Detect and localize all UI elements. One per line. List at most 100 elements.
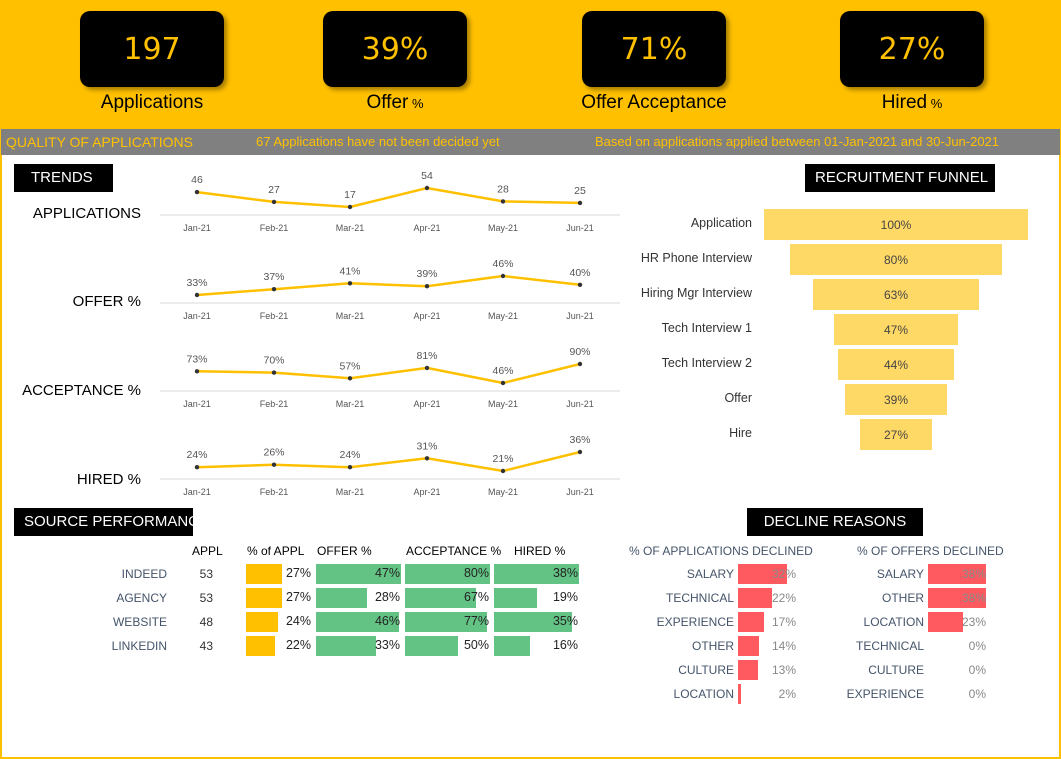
source-cell-value: 35% (552, 614, 578, 628)
trend-tick-label: Apr-21 (413, 399, 440, 409)
funnel-bar: 47% (833, 314, 959, 345)
source-data-bar (494, 612, 573, 632)
trend-point (271, 199, 277, 205)
trend-point (577, 282, 583, 287)
decline-reason-label: SALARY (876, 567, 924, 581)
col-acceptance: ACCEPTANCE % (406, 544, 502, 558)
trend-point (347, 281, 353, 286)
trend-point (347, 465, 353, 470)
funnel-bar: 44% (837, 349, 955, 380)
funnel-bar-value: 63% (883, 287, 908, 302)
source-cell-hired: 19% (494, 588, 579, 608)
trend-point (194, 465, 200, 470)
trend-line (196, 362, 581, 385)
trend-charts: 46 Jan-21 27 Feb-21 17 Mar-21 54 Apr-21 28 May-21… (160, 170, 620, 497)
funnel-stage-label: HR Phone Interview (640, 251, 752, 265)
trend-point (347, 204, 353, 210)
source-cell-pct_appl: 22% (246, 636, 312, 656)
decline-data-bar (738, 684, 742, 704)
source-cell-offer: 46% (316, 612, 401, 632)
trend-point (424, 185, 430, 191)
col-pct-appl: % of APPL (247, 544, 305, 558)
frame-bottom (0, 757, 1061, 759)
source-cell-hired: 35% (494, 612, 579, 632)
source-data-bar (316, 564, 401, 584)
funnel-bar: 39% (844, 384, 948, 415)
decline-reason-label: LOCATION (673, 687, 734, 701)
source-cell-value: 46% (374, 614, 400, 628)
decline-value: 14% (771, 639, 796, 653)
source-cell-accept: 80% (405, 564, 490, 584)
trend-point (194, 369, 200, 374)
trend-tick-label: Jun-21 (566, 487, 594, 497)
decline-value: 22% (771, 591, 796, 605)
funnel-bar-value: 39% (883, 392, 908, 407)
decline-value: 0% (968, 687, 986, 701)
decline-value: 38% (961, 591, 986, 605)
decline-cell: 14% (738, 636, 796, 656)
decline-value: 13% (771, 663, 796, 677)
kpi-offer-value: 39% (323, 11, 467, 87)
trend-data-label: 25 (574, 185, 586, 197)
funnel-stage-label: Hire (729, 426, 752, 440)
decline-reason-label: CULTURE (868, 663, 924, 677)
kpi-acceptance-value: 71% (582, 11, 726, 87)
kpi-applications-value: 197 (80, 11, 224, 87)
trend-data-label: 81% (416, 350, 437, 362)
source-cell-value: 50% (463, 638, 489, 652)
trend-tick-label: Mar-21 (336, 223, 365, 233)
source-name: LINKEDIN (111, 639, 167, 653)
source-cell-value: 19% (552, 590, 578, 604)
source-cell-pct_appl: 27% (246, 564, 312, 584)
trend-data-label: 17 (344, 189, 356, 201)
decline-value: 38% (961, 567, 986, 581)
decline-cell: 22% (738, 588, 796, 608)
decline-reason-label: EXPERIENCE (846, 687, 924, 701)
trends-title: TRENDS (14, 164, 113, 192)
decline-data-bar (738, 588, 772, 608)
source-cell-value: 27% (285, 566, 311, 580)
source-cell-value: 38% (552, 566, 578, 580)
trend-tick-label: Mar-21 (336, 487, 365, 497)
trend-data-label: 46% (492, 258, 513, 270)
col-hired: HIRED % (514, 544, 566, 558)
source-data-bar (405, 612, 487, 632)
trend-point (271, 287, 277, 292)
decline-value: 17% (771, 615, 796, 629)
source-cell-value: 77% (463, 614, 489, 628)
trend-tick-label: Apr-21 (413, 311, 440, 321)
trend-tick-label: Feb-21 (260, 311, 289, 321)
trend-data-label: 73% (186, 353, 207, 365)
source-data-bar (494, 636, 530, 656)
source-data-bar (246, 564, 282, 584)
decline-data-bar (928, 564, 986, 584)
kpi-offer-label: Offer % (366, 92, 424, 113)
source-cell-accept: 77% (405, 612, 490, 632)
source-data-bar (246, 612, 278, 632)
source-data-bar (316, 588, 367, 608)
funnel-bar: 80% (790, 244, 1002, 275)
source-cell-value: 33% (374, 638, 400, 652)
source-cell-value: 22% (285, 638, 311, 652)
decline-cell: 38% (928, 588, 986, 608)
source-appl-count: 48 (199, 615, 213, 629)
trend-point (271, 462, 277, 467)
trend-data-label: 37% (263, 271, 284, 283)
frame-right (1059, 155, 1061, 759)
trend-data-label: 21% (492, 453, 513, 465)
trend-line (196, 274, 581, 297)
decline-cell: 0% (928, 660, 986, 680)
source-data-bar (316, 612, 400, 632)
decline-reason-label: OTHER (692, 639, 734, 653)
source-cell-offer: 28% (316, 588, 401, 608)
trend-data-label: 27 (268, 184, 280, 196)
source-cell-offer: 33% (316, 636, 401, 656)
source-cell-hired: 38% (494, 564, 579, 584)
trend-data-label: 24% (186, 449, 207, 461)
source-cell-accept: 50% (405, 636, 490, 656)
decline-cell: 38% (928, 564, 986, 584)
trend-tick-label: Jan-21 (183, 223, 211, 233)
source-data-bar (246, 636, 276, 656)
banner-range: Based on applications applied between 01… (595, 134, 1000, 149)
source-data-bar (316, 636, 376, 656)
